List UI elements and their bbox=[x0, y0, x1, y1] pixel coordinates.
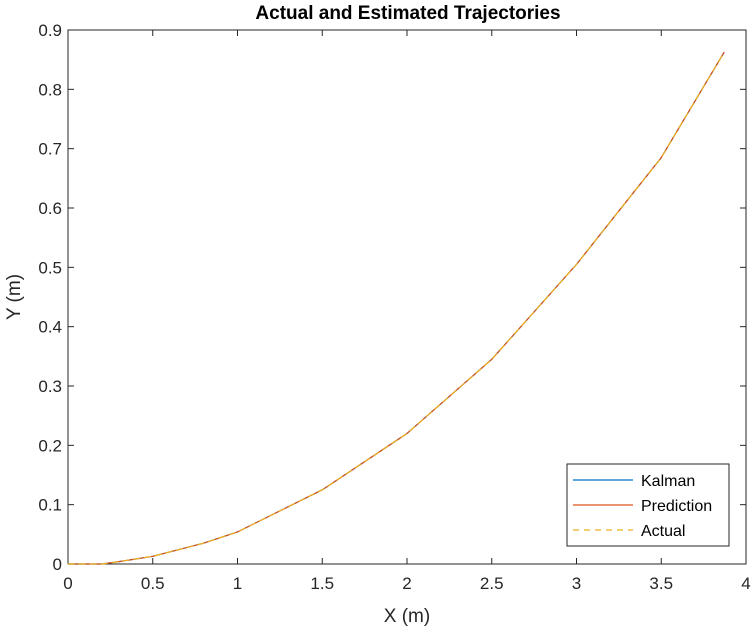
x-tick-label: 1 bbox=[233, 574, 242, 593]
x-tick-label: 0 bbox=[63, 574, 72, 593]
y-tick-label: 0.2 bbox=[38, 436, 62, 455]
y-tick-label: 0.6 bbox=[38, 199, 62, 218]
y-tick-label: 0 bbox=[53, 555, 62, 574]
y-tick-label: 0.3 bbox=[38, 377, 62, 396]
x-tick-label: 2 bbox=[402, 574, 411, 593]
chart-title: Actual and Estimated Trajectories bbox=[255, 3, 560, 24]
x-axis-label: X (m) bbox=[384, 606, 430, 627]
x-axis-ticks: 0 0.5 1 1.5 2 2.5 3 3.5 4 bbox=[63, 30, 751, 593]
x-tick-label: 4 bbox=[741, 574, 750, 593]
series-layer bbox=[67, 51, 725, 565]
y-tick-label: 0.7 bbox=[38, 140, 62, 159]
legend-label-kalman: Kalman bbox=[641, 473, 695, 490]
x-tick-label: 2.5 bbox=[480, 574, 504, 593]
legend-label-prediction: Prediction bbox=[641, 498, 712, 515]
legend-label-actual: Actual bbox=[641, 523, 685, 540]
x-tick-label: 3 bbox=[572, 574, 581, 593]
series-line-actual bbox=[67, 51, 725, 565]
y-tick-label: 0.1 bbox=[38, 496, 62, 515]
y-tick-label: 0.5 bbox=[38, 258, 62, 277]
y-axis-label: Y (m) bbox=[4, 274, 25, 320]
y-tick-label: 0.8 bbox=[38, 80, 62, 99]
x-tick-label: 3.5 bbox=[649, 574, 673, 593]
y-tick-label: 0.4 bbox=[38, 318, 62, 337]
y-tick-label: 0.9 bbox=[38, 21, 62, 40]
x-tick-label: 1.5 bbox=[310, 574, 334, 593]
legend: Kalman Prediction Actual bbox=[566, 463, 730, 547]
x-tick-label: 0.5 bbox=[141, 574, 165, 593]
y-axis-ticks: 0 0.1 0.2 0.3 0.4 0.5 0.6 0.7 0.8 0.9 bbox=[38, 21, 746, 574]
